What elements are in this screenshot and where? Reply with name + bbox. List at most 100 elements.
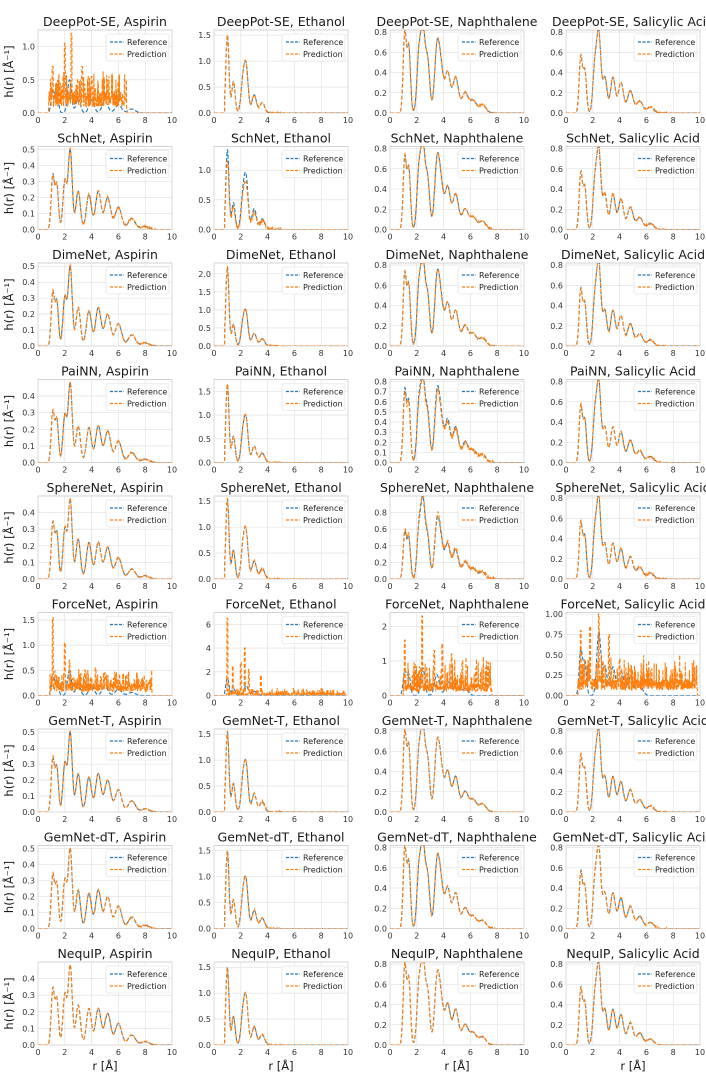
x-tick-label: 10 bbox=[343, 233, 353, 242]
legend-reference-label: Reference bbox=[655, 504, 695, 513]
reference-series-line bbox=[390, 30, 524, 113]
x-tick-label: 0 bbox=[211, 1048, 216, 1057]
subplot-painn-naphthalene: 0 2 4 6 8 10 0.0 0.10.20.30.40.50.60.70.8 PaiNN,… bbox=[374, 364, 529, 475]
x-tick-label: 0 bbox=[563, 116, 568, 125]
subplot-nequip-naphthalene: 0 2 4 6 8 10 0.0 0.2 0.4 0.6 0.8 NequIP, Naphthalen… bbox=[374, 946, 529, 1073]
y-tick-label: 0.0 bbox=[22, 808, 35, 817]
subplot-title: ForceNet, Aspirin bbox=[52, 597, 159, 612]
prediction-series-line bbox=[38, 146, 172, 230]
x-tick-label: 4 bbox=[441, 815, 446, 824]
x-tick-label: 2 bbox=[62, 932, 67, 941]
legend-reference-label: Reference bbox=[127, 38, 167, 47]
y-tick-label: 0.4 bbox=[550, 535, 563, 544]
x-tick-label: 0 bbox=[387, 116, 392, 125]
y-tick-label: 0.3 bbox=[22, 294, 35, 303]
y-tick-label: 0.8 bbox=[374, 145, 387, 154]
subplot-title: GemNet-dT, Salicylic Acid bbox=[553, 830, 706, 845]
subplot-title: DimeNet, Naphthalene bbox=[386, 247, 529, 262]
x-tick-label: 4 bbox=[617, 815, 622, 824]
subplot-title: SchNet, Naphthalene bbox=[391, 131, 524, 146]
legend-reference-label: Reference bbox=[479, 38, 519, 47]
x-tick-label: 10 bbox=[519, 699, 529, 708]
x-tick-label: 10 bbox=[695, 582, 705, 591]
x-tick-label: 8 bbox=[495, 233, 500, 242]
y-tick-label: 0.4 bbox=[550, 185, 563, 194]
y-tick-label: 0.4 bbox=[22, 162, 35, 171]
y-axis-label: h(r) [Å⁻¹] bbox=[1, 744, 16, 796]
x-tick-label: 4 bbox=[89, 582, 94, 591]
y-tick-label: 0.8 bbox=[374, 727, 387, 736]
x-tick-label: 4 bbox=[89, 699, 94, 708]
y-tick-label: 0.8 bbox=[374, 844, 387, 853]
y-tick-label: 0.0 bbox=[374, 459, 387, 468]
y-tick-label: 1.0 bbox=[22, 43, 35, 52]
x-tick-label: 4 bbox=[89, 466, 94, 475]
y-tick-label: 1.0 bbox=[198, 989, 211, 998]
y-tick-label: 0.2 bbox=[374, 1021, 387, 1030]
x-tick-label: 0 bbox=[211, 349, 216, 358]
x-tick-label: 0 bbox=[563, 349, 568, 358]
y-tick-label: 0.8 bbox=[550, 261, 563, 270]
prediction-series-line bbox=[566, 30, 700, 113]
x-tick-label: 4 bbox=[265, 582, 270, 591]
x-tick-label: 6 bbox=[116, 582, 121, 591]
legend-prediction-label: Prediction bbox=[479, 50, 519, 59]
x-tick-label: 6 bbox=[468, 116, 473, 125]
legend-reference-label: Reference bbox=[303, 38, 343, 47]
legend-reference-label: Reference bbox=[303, 271, 343, 280]
x-tick-label: 6 bbox=[644, 116, 649, 125]
legend-prediction-label: Prediction bbox=[479, 400, 519, 409]
legend-reference-label: Reference bbox=[127, 155, 167, 164]
y-axis-label: h(r) [Å⁻¹] bbox=[1, 278, 16, 330]
legend: Reference Prediction bbox=[633, 266, 698, 295]
x-tick-label: 10 bbox=[167, 932, 177, 941]
x-tick-label: 2 bbox=[238, 815, 243, 824]
x-tick-label: 0 bbox=[563, 582, 568, 591]
x-tick-label: 6 bbox=[116, 932, 121, 941]
legend-reference-label: Reference bbox=[655, 388, 695, 397]
prediction-series-line bbox=[566, 496, 700, 579]
x-tick-label: 10 bbox=[343, 116, 353, 125]
y-axis-label: h(r) [Å⁻¹] bbox=[1, 395, 16, 447]
x-tick-label: 4 bbox=[89, 233, 94, 242]
y-tick-label: 0 bbox=[382, 692, 387, 701]
legend-prediction-label: Prediction bbox=[303, 982, 343, 991]
x-tick-label: 10 bbox=[343, 349, 353, 358]
y-tick-label: 1.5 bbox=[198, 288, 211, 297]
legend-prediction-label: Prediction bbox=[479, 866, 519, 875]
y-tick-label: 0.4 bbox=[550, 884, 563, 893]
subplot-schnet-aspirin: 0 2 4 6 8 10 0.0 0.1 0.2 0.3 0.4 0.5 SchNet, Aspirin… bbox=[1, 131, 177, 242]
x-tick-label: 10 bbox=[519, 582, 529, 591]
legend-prediction-label: Prediction bbox=[127, 167, 167, 176]
x-tick-label: 6 bbox=[116, 116, 121, 125]
x-tick-label: 8 bbox=[671, 116, 676, 125]
x-tick-label: 6 bbox=[292, 233, 297, 242]
legend-prediction-label: Prediction bbox=[655, 749, 695, 758]
subplot-title: NequIP, Naphthalene bbox=[391, 946, 524, 961]
x-tick-label: 2 bbox=[590, 582, 595, 591]
x-tick-label: 6 bbox=[292, 466, 297, 475]
legend-prediction-label: Prediction bbox=[303, 50, 343, 59]
y-tick-label: 0.2 bbox=[550, 89, 563, 98]
y-tick-label: 0.6 bbox=[550, 165, 563, 174]
x-tick-label: 2 bbox=[62, 233, 67, 242]
y-tick-label: 0.2 bbox=[22, 893, 35, 902]
y-axis-label: h(r) [Å⁻¹] bbox=[1, 511, 16, 563]
y-tick-label: 0.8 bbox=[550, 145, 563, 154]
y-tick-label: 0.0 bbox=[374, 109, 387, 118]
y-tick-label: 1.0 bbox=[22, 641, 35, 650]
prediction-series-line bbox=[214, 34, 348, 113]
y-tick-label: 0.6 bbox=[374, 398, 387, 407]
prediction-series-line bbox=[566, 962, 700, 1045]
legend-prediction-label: Prediction bbox=[655, 866, 695, 875]
prediction-series-line bbox=[38, 32, 172, 113]
x-tick-label: 6 bbox=[468, 815, 473, 824]
x-tick-label: 8 bbox=[319, 932, 324, 941]
y-tick-label: 0.2 bbox=[22, 310, 35, 319]
y-tick-label: 0.8 bbox=[374, 378, 387, 387]
x-tick-label: 10 bbox=[695, 233, 705, 242]
x-tick-label: 8 bbox=[319, 699, 324, 708]
subplot-spherenet-ethanol: 0 2 4 6 8 10 0.0 0.5 1.0 1.5 SphereNet, Ethanol Ref… bbox=[198, 480, 353, 591]
